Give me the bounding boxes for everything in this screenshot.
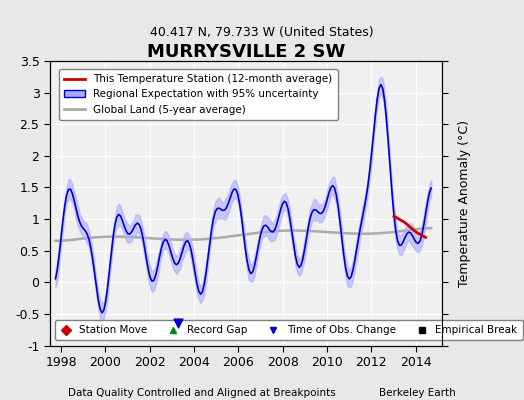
- Title: MURRYSVILLE 2 SW: MURRYSVILLE 2 SW: [147, 43, 345, 61]
- Point: [174, 320, 183, 327]
- Text: Data Quality Controlled and Aligned at Breakpoints: Data Quality Controlled and Aligned at B…: [68, 388, 336, 398]
- Text: Berkeley Earth: Berkeley Earth: [379, 388, 456, 398]
- Y-axis label: Temperature Anomaly (°C): Temperature Anomaly (°C): [458, 120, 471, 287]
- Text: 40.417 N, 79.733 W (United States): 40.417 N, 79.733 W (United States): [150, 26, 374, 39]
- Legend: Station Move, Record Gap, Time of Obs. Change, Empirical Break: Station Move, Record Gap, Time of Obs. C…: [55, 320, 523, 340]
